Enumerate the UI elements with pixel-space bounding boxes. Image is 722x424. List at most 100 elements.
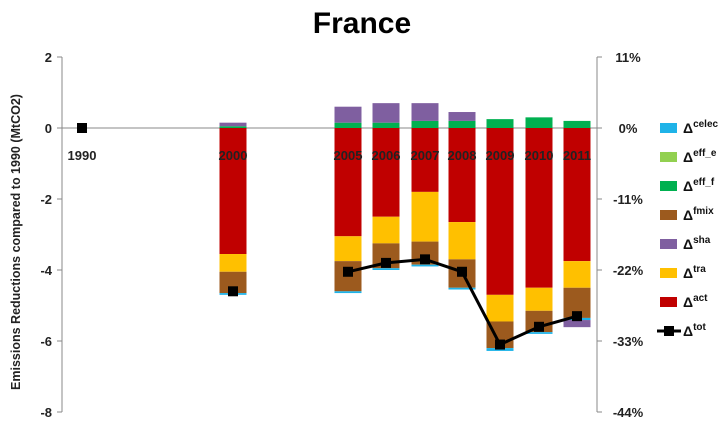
bar-segment-celec xyxy=(334,291,362,294)
legend-label: Δsha xyxy=(683,235,711,252)
bar-segment-eff_f xyxy=(563,120,591,128)
y-axis-label: Emissions Reductions compared to 1990 (M… xyxy=(9,94,23,390)
y-tick-label: 0 xyxy=(45,121,52,136)
legend-label: Δtra xyxy=(683,264,706,281)
bar-segment-tra xyxy=(411,191,439,242)
legend-swatch xyxy=(660,210,677,220)
legend-label: Δfmix xyxy=(683,206,714,223)
legend-item-tra: Δtra xyxy=(660,264,706,281)
x-tick-label: 2005 xyxy=(334,148,363,163)
bar-segment-celec xyxy=(411,264,439,267)
bar-segment-tra xyxy=(219,254,247,272)
bar-segment-sha xyxy=(372,103,400,123)
bar-segment-fmix xyxy=(525,310,553,333)
x-tick-label: 2006 xyxy=(372,148,401,163)
bar-segment-act xyxy=(448,128,476,223)
bar-segment-eff_f xyxy=(219,126,247,128)
bar-segment-sha xyxy=(334,106,362,123)
bar-segment-sha xyxy=(219,122,247,127)
total-point xyxy=(495,339,505,350)
total-line xyxy=(77,123,582,350)
total-point xyxy=(343,266,353,277)
legend-swatch xyxy=(660,123,677,133)
bar-segment-act xyxy=(563,128,591,262)
bar-segment-celec xyxy=(525,332,553,334)
bar-segment-eff_f xyxy=(372,122,400,128)
bar-segment-act xyxy=(486,128,514,295)
legend-label: Δeff_f xyxy=(683,177,715,194)
bar-segment-fmix xyxy=(219,271,247,294)
total-point xyxy=(457,266,467,277)
bar-segment-celec xyxy=(448,287,476,290)
y-tick-label: -6 xyxy=(40,334,52,349)
bar-segment-celec xyxy=(372,268,400,270)
bar-segment-sha xyxy=(411,103,439,121)
legend-swatch xyxy=(660,152,677,162)
y-tick-label: -8 xyxy=(40,405,52,420)
bar-segment-eff_f xyxy=(486,119,514,128)
bar-segment-eff_f xyxy=(411,120,439,128)
legend-label: Δact xyxy=(683,293,708,310)
x-tick-label: 2010 xyxy=(525,148,554,163)
legend-item-sha: Δsha xyxy=(660,235,711,252)
bars xyxy=(219,103,591,351)
bar-segment-tra xyxy=(334,236,362,262)
bar-segment-sha xyxy=(448,112,476,121)
bar-segment-eff_f xyxy=(525,117,553,128)
y2-tick-label: -44% xyxy=(613,405,644,420)
legend-item-tot: Δtot xyxy=(657,322,707,339)
x-tick-label: 2009 xyxy=(486,148,515,163)
bar-segment-tra xyxy=(448,222,476,260)
y2-ticks: 11% 0% -11% -22% -33% -44% xyxy=(597,50,644,420)
legend-label: Δeff_e xyxy=(683,148,717,165)
y-tick-label: -2 xyxy=(40,192,52,207)
legend-item-eff_f: Δeff_f xyxy=(660,177,715,194)
legend-marker xyxy=(664,326,674,336)
bar-segment-act xyxy=(219,128,247,255)
legend-swatch xyxy=(660,181,677,191)
legend-swatch xyxy=(660,239,677,249)
y2-tick-label: -22% xyxy=(613,263,644,278)
x-tick-label: 2007 xyxy=(411,148,440,163)
chart-title: France xyxy=(313,7,411,40)
total-point xyxy=(228,286,238,297)
legend-item-celec: Δcelec xyxy=(660,119,719,136)
legend: Δcelec Δeff_e Δeff_f Δfmix Δsha Δtra Δact Δtot xyxy=(657,119,719,339)
x-tick-label: 2008 xyxy=(448,148,477,163)
bar-segment-sha xyxy=(563,320,591,328)
y2-tick-label: 0% xyxy=(619,121,638,136)
y2-tick-label: -33% xyxy=(613,334,644,349)
legend-item-fmix: Δfmix xyxy=(660,206,714,223)
legend-swatch xyxy=(660,297,677,307)
x-tick-label: 2011 xyxy=(563,148,591,163)
y-ticks: 2 0 -2 -4 -6 -8 xyxy=(40,50,62,420)
legend-item-eff_e: Δeff_e xyxy=(660,148,717,165)
y-tick-label: 2 xyxy=(45,50,52,65)
legend-swatch xyxy=(660,268,677,278)
bar-segment-tra xyxy=(525,287,553,311)
y-tick-label: -4 xyxy=(40,263,52,278)
bar-segment-act xyxy=(525,128,553,288)
bar-segment-act xyxy=(411,128,439,192)
bar-segment-act xyxy=(372,128,400,217)
bar-segment-eff_f xyxy=(334,122,362,128)
total-point xyxy=(381,257,391,268)
bar-segment-tra xyxy=(563,261,591,288)
legend-label: Δtot xyxy=(683,322,707,339)
bar-segment-tra xyxy=(372,216,400,244)
legend-item-act: Δact xyxy=(660,293,708,310)
total-point xyxy=(534,321,544,332)
total-point xyxy=(572,311,582,322)
bar-segment-eff_f xyxy=(448,120,476,128)
x-tick-label: 2000 xyxy=(219,148,248,163)
y2-tick-label: 11% xyxy=(615,50,641,65)
total-point xyxy=(77,123,87,133)
x-ticks: 1990 2000 2005 2006 2007 2008 2009 2010 2011 xyxy=(68,148,592,163)
bar-segment-act xyxy=(334,128,362,237)
total-point xyxy=(420,254,430,265)
y2-tick-label: -11% xyxy=(613,192,643,207)
legend-label: Δcelec xyxy=(683,119,719,136)
x-tick-label: 1990 xyxy=(68,148,97,163)
bar-segment-tra xyxy=(486,294,514,322)
